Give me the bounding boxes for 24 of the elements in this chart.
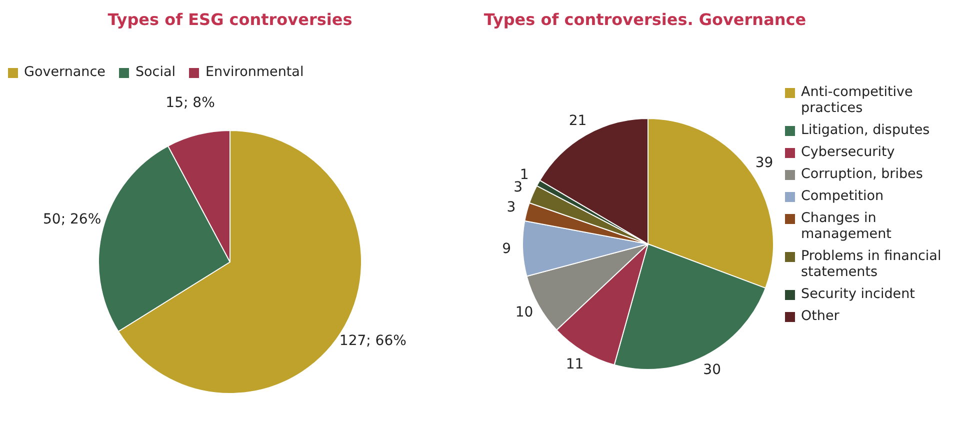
legend-label: Cybersecurity <box>801 144 895 160</box>
legend-label: Other <box>801 308 840 324</box>
legend-label: Anti-competitive practices <box>801 84 914 116</box>
data-label: 11 <box>566 356 584 373</box>
data-label: 127; 66% <box>339 333 406 350</box>
legend-label: Social <box>135 64 176 80</box>
legend-label: Changes in management <box>801 210 892 242</box>
chart-title: Types of ESG controversies <box>106 10 354 29</box>
data-label: 50; 26% <box>43 211 102 228</box>
data-label: 21 <box>568 112 587 129</box>
legend-label: Litigation, disputes <box>801 122 930 138</box>
legend-label: Competition <box>801 188 884 204</box>
legend-label: Governance <box>24 64 106 80</box>
legend-label: Security incident <box>801 286 915 302</box>
legend-label: Environmental <box>205 64 304 80</box>
data-label: 39 <box>755 155 774 172</box>
chart-title: Types of controversies. Governance <box>482 10 808 29</box>
data-label: 15; 8% <box>166 95 215 112</box>
legend-label: Problems in financial statements <box>801 248 942 280</box>
data-label: 10 <box>515 304 534 320</box>
data-label: 30 <box>703 362 721 378</box>
legend-label: Corruption, bribes <box>801 166 923 182</box>
data-label: 9 <box>502 240 512 257</box>
data-label: 3 <box>506 199 516 216</box>
